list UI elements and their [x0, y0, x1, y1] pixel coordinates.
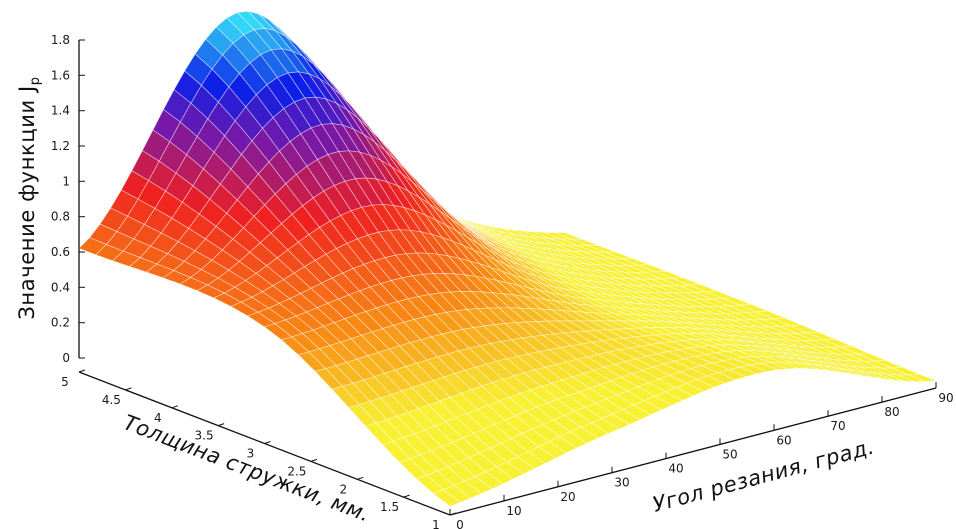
x-tick-label: 30 — [614, 476, 629, 490]
x-tick-label: 0 — [456, 518, 464, 529]
y-tick-label: 4 — [154, 411, 162, 425]
y-tick-label: 1.5 — [380, 500, 399, 514]
x-tick-label: 40 — [668, 462, 683, 476]
z-tick-label: 1.8 — [51, 33, 70, 47]
y-tick-mark — [310, 458, 318, 462]
y-tick-mark — [171, 405, 178, 409]
surface-mesh — [78, 10, 937, 507]
y-tick-mark — [78, 369, 86, 373]
tick-labels: 0 0.2 0.4 0.6 0.8 1 1.2 1.4 1.6 1.8 1 1.5 2 2.5 3 3.5 4 4… — [51, 33, 954, 529]
x-tick-label: 20 — [560, 490, 575, 504]
surface-face — [908, 373, 937, 382]
z-axis-title-main: Значение функции J — [15, 85, 39, 319]
x-tick-label: 70 — [830, 419, 845, 433]
z-tick-label: 1.2 — [51, 139, 70, 153]
x-axis-line — [449, 387, 937, 516]
y-tick-mark — [217, 423, 225, 427]
y-tick-label: 3.5 — [195, 429, 214, 443]
z-tick-label: 0 — [62, 351, 70, 365]
y-axis-title: Толщина стружки, мм. — [120, 410, 373, 526]
y-tick-label: 4.5 — [102, 393, 121, 407]
x-axis-title: Угол резания, град. — [650, 435, 877, 517]
z-axis-title: Значение функции Jp — [15, 76, 43, 319]
z-tick-label: 1 — [62, 174, 70, 188]
x-tick-label: 90 — [938, 391, 953, 405]
y-tick-mark — [357, 476, 364, 480]
y-tick-mark — [125, 387, 132, 391]
y-tick-label: 3 — [247, 447, 255, 461]
x-tick-label: 80 — [884, 405, 899, 419]
y-tick-label: 2 — [339, 482, 347, 496]
y-tick-label: 1 — [432, 518, 440, 529]
y-tick-label: 5 — [61, 375, 69, 389]
z-tick-label: 0.4 — [51, 280, 70, 294]
x-tick-label: 60 — [776, 433, 791, 447]
z-tick-label: 0.8 — [51, 210, 70, 224]
z-tick-label: 0.2 — [51, 316, 70, 330]
x-tick-label: 10 — [506, 504, 521, 518]
z-tick-label: 0.6 — [51, 245, 70, 259]
y-tick-mark — [449, 512, 457, 516]
y-tick-label: 2.5 — [287, 464, 306, 478]
z-tick-label: 1.6 — [51, 68, 70, 82]
y-tick-mark — [403, 494, 410, 498]
y-tick-mark — [264, 441, 271, 444]
z-axis-title-subscript: p — [28, 76, 43, 85]
z-tick-label: 1.4 — [51, 104, 70, 118]
x-tick-label: 50 — [722, 447, 737, 461]
